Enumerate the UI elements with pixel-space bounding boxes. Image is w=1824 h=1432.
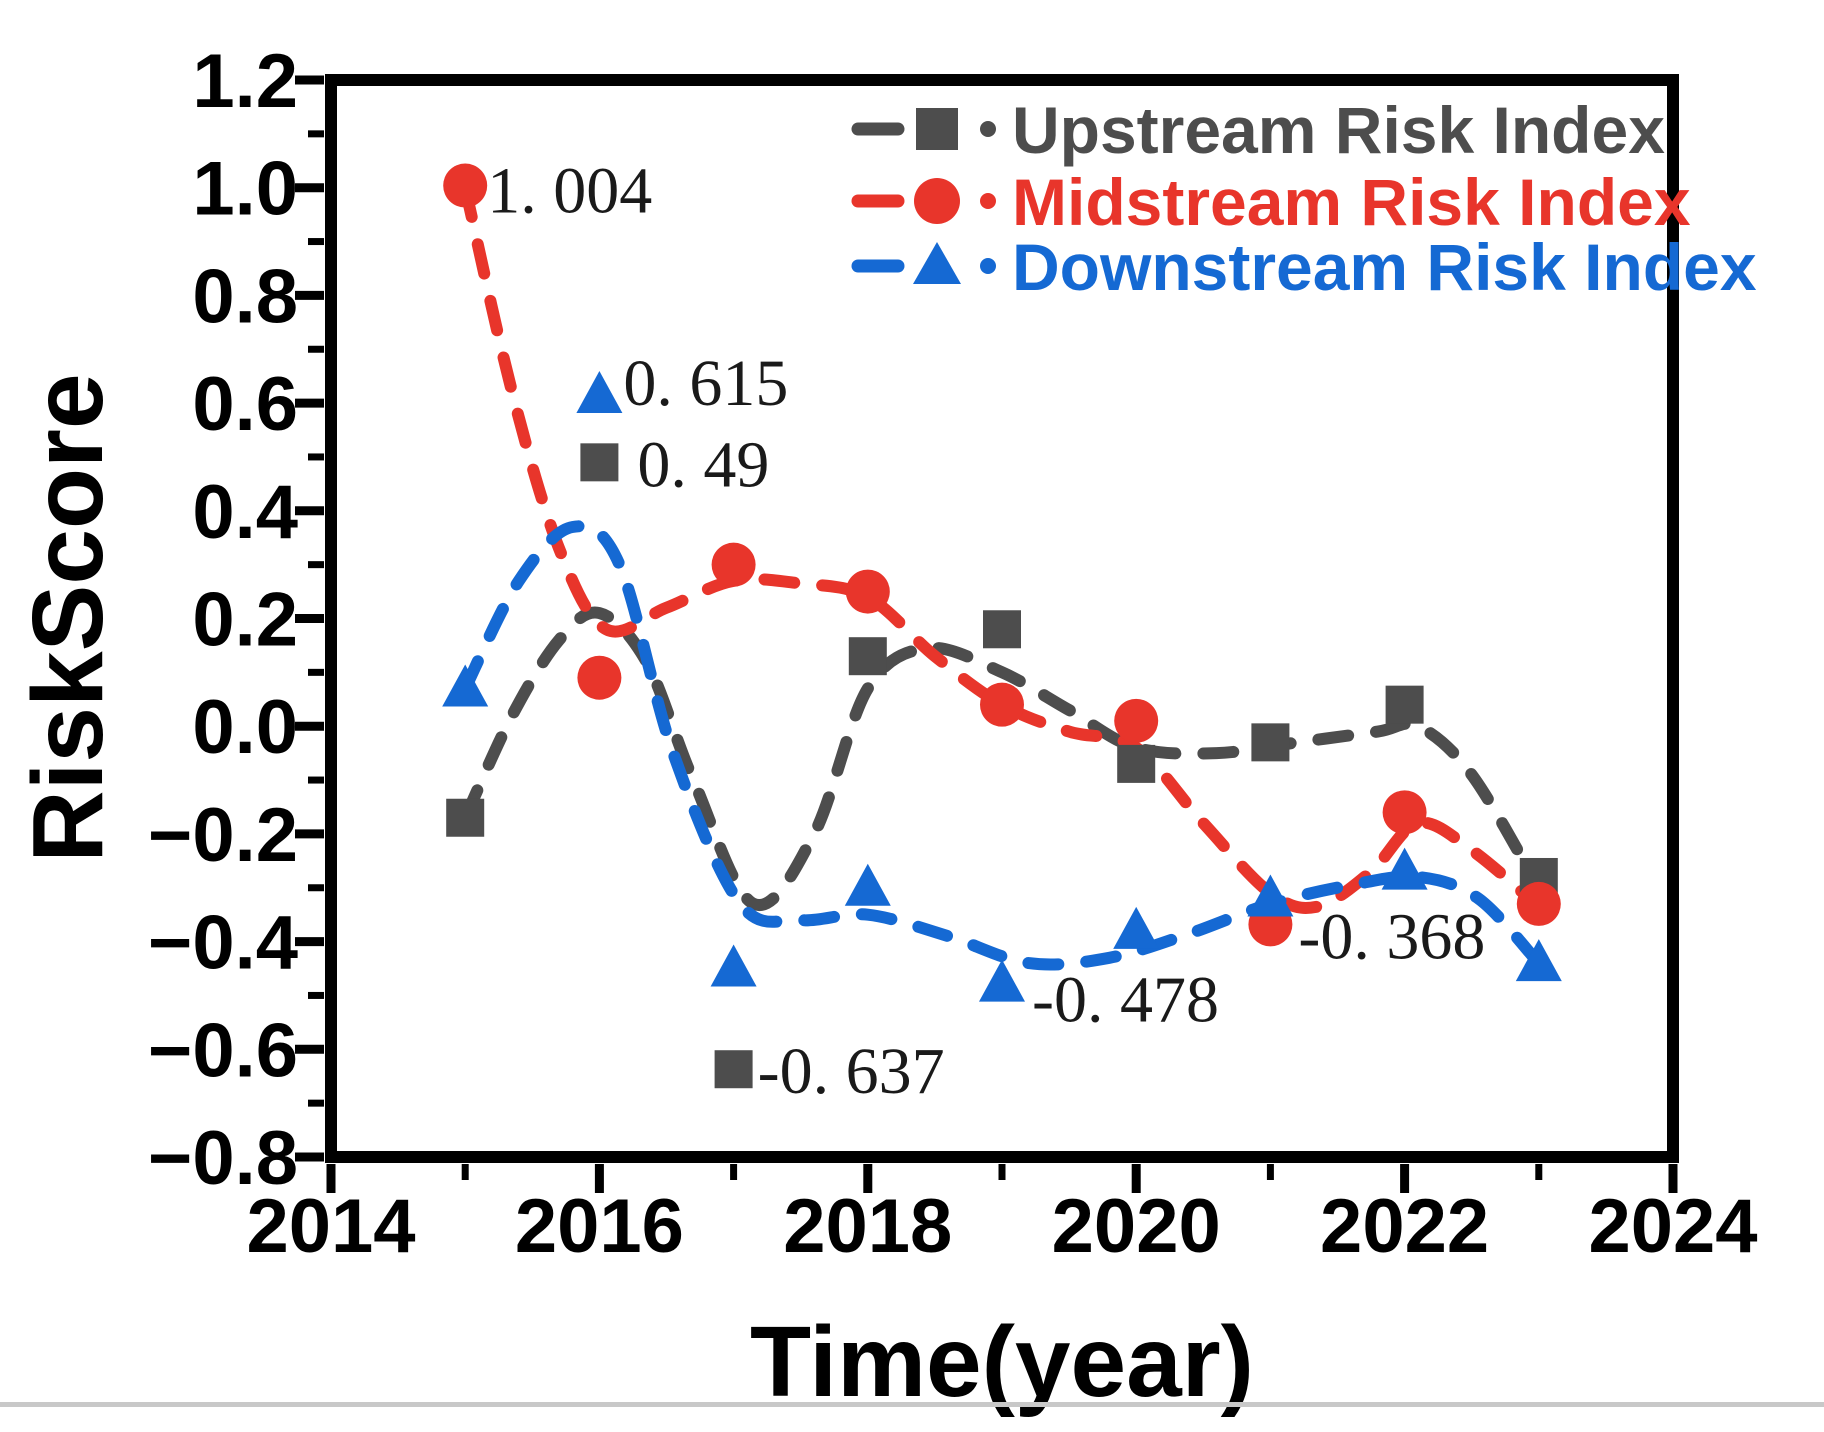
y-tick-label: 0.4 [192,470,298,555]
point-annotation-upstream-2017: -0. 637 [758,1035,945,1108]
x-tick-label: 2024 [1588,1184,1757,1269]
y-tick-label: 1.0 [192,147,298,232]
data-point-upstream-2019 [983,610,1021,649]
x-tick-label: 2018 [783,1184,952,1269]
data-point-midstream-2016 [577,655,622,700]
legend-item-midstream: Midstream Risk Index [851,165,1691,239]
data-point-midstream-2019 [980,682,1024,727]
data-point-upstream-2018 [848,637,887,676]
point-annotation-midstream-2021: -0. 368 [1298,900,1485,973]
data-point-downstream-2020 [1113,906,1160,949]
y-tick-label: 0.0 [192,685,298,770]
legend-dot-icon [980,258,996,274]
x-axis-label: Time(year) [750,1306,1254,1418]
legend-label: Upstream Risk Index [1012,93,1665,167]
point-annotation-downstream-2019: -0. 478 [1032,964,1219,1037]
trend-curve-midstream [459,181,1545,914]
data-point-downstream-2018 [844,863,891,906]
data-point-midstream-2017 [711,542,756,587]
y-tick-label: −0.4 [148,901,298,986]
legend-item-upstream: Upstream Risk Index [851,93,1665,167]
square-marker-icon [916,108,958,150]
data-point-upstream-2015 [446,798,485,837]
x-tick-label: 2016 [515,1184,684,1269]
legend-label: Midstream Risk Index [1012,165,1691,239]
legend-label: Downstream Risk Index [1012,230,1757,304]
x-tick-label: 2014 [246,1184,415,1269]
legend-dot-icon [980,121,996,137]
y-tick-label: 0.6 [192,362,298,447]
data-point-upstream-2016 [580,443,619,482]
circle-marker-icon [914,178,960,224]
data-point-midstream-2015 [443,163,488,208]
data-point-downstream-2015 [442,664,489,707]
trend-curve-downstream [459,520,1545,971]
triangle-marker-icon [913,242,961,284]
data-point-downstream-2022 [1381,847,1428,890]
y-tick-label: −0.8 [148,1116,298,1201]
x-tick-label: 2022 [1320,1184,1489,1269]
point-annotation-downstream-2016: 0. 615 [623,347,788,420]
data-point-midstream-2022 [1382,790,1427,835]
chart-generated-layer: 2014 2016 2018 2020 2022 2024 1.2 1.0 0.8 0.6 0.4 0… [148,39,1758,1269]
data-point-downstream-2021 [1247,874,1294,917]
data-point-midstream-2023 [1516,881,1561,926]
point-annotation-midstream-2015: 1. 004 [487,155,652,228]
legend-item-downstream: Downstream Risk Index [851,230,1757,304]
data-point-upstream-2017 [714,1050,753,1089]
data-point-downstream-2017 [710,944,757,987]
data-point-upstream-2021 [1251,723,1290,762]
y-tick-label: 1.2 [192,39,298,124]
data-point-downstream-2016 [576,371,623,414]
data-point-midstream-2020 [1114,698,1159,743]
data-point-downstream-2019 [979,959,1025,1002]
legend-dot-icon [980,193,996,209]
x-tick-label: 2020 [1052,1184,1221,1269]
point-annotation-upstream-2016: 0. 49 [637,428,769,501]
data-point-midstream-2018 [845,569,890,614]
data-point-upstream-2022 [1385,685,1424,724]
plot-border [325,74,1679,1163]
page-bottom-rule [0,1402,1824,1407]
trend-curve-upstream [459,606,1545,911]
y-tick-label: 0.2 [192,578,298,663]
y-tick-label: −0.6 [148,1008,298,1093]
y-axis-label: RiskScore [12,373,124,862]
y-tick-label: −0.2 [148,793,298,878]
data-point-upstream-2020 [1117,744,1156,783]
legend: Upstream Risk Index Midstream Risk Index… [851,93,1757,304]
data-point-downstream-2023 [1515,939,1562,982]
y-tick-label: 0.8 [192,254,298,339]
